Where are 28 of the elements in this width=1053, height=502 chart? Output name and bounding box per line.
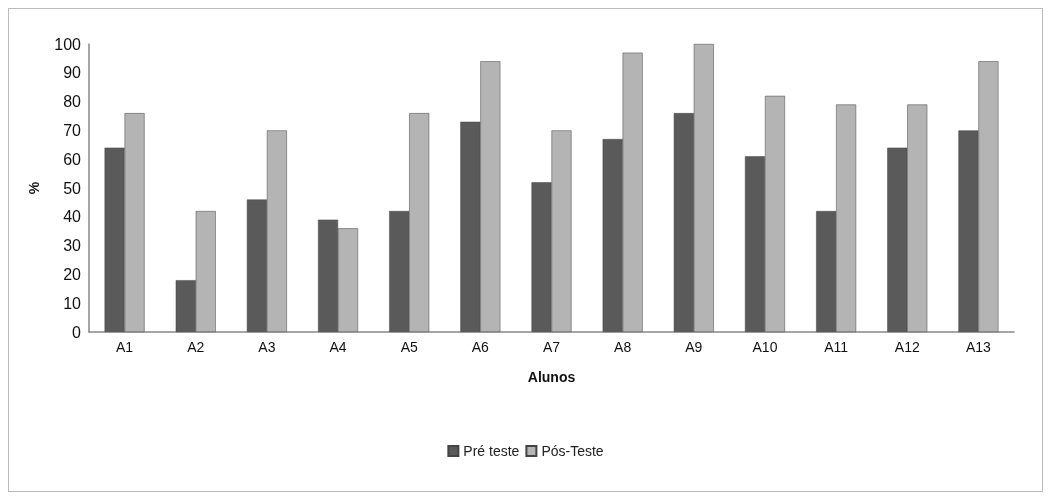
x-tick-label: A12 [894, 339, 920, 355]
y-tick-label: 10 [63, 294, 82, 312]
x-tick-label: A6 [471, 339, 490, 355]
y-tick-label: 80 [63, 93, 82, 111]
y-tick-label: 100 [54, 35, 82, 53]
x-tick-label: A1 [116, 339, 134, 355]
x-tick-label: A3 [258, 339, 276, 355]
x-axis-title: Alunos [527, 369, 576, 385]
y-tick-label: 40 [63, 208, 82, 226]
x-tick-label: A10 [752, 339, 778, 355]
legend-label: Pós-Teste [541, 443, 604, 459]
x-tick-label: A8 [614, 339, 632, 355]
x-tick-label: A2 [187, 339, 205, 355]
legend-label: Pré teste [463, 443, 520, 459]
x-tick-label: A13 [965, 339, 992, 355]
y-tick-label: 60 [63, 150, 82, 168]
x-tick-label: A9 [685, 339, 703, 355]
y-tick-label: 30 [63, 237, 82, 255]
y-axis-title: % [26, 181, 42, 195]
y-tick-label: 90 [63, 64, 82, 82]
y-tick-label: 0 [72, 323, 82, 341]
y-tick-label: 20 [63, 265, 82, 283]
x-tick-label: A5 [400, 339, 418, 355]
x-tick-label: A7 [542, 339, 561, 355]
y-tick-label: 70 [63, 121, 82, 139]
x-tick-label: A4 [329, 339, 347, 355]
x-tick-label: A11 [824, 339, 849, 355]
y-tick-label: 50 [63, 179, 82, 197]
